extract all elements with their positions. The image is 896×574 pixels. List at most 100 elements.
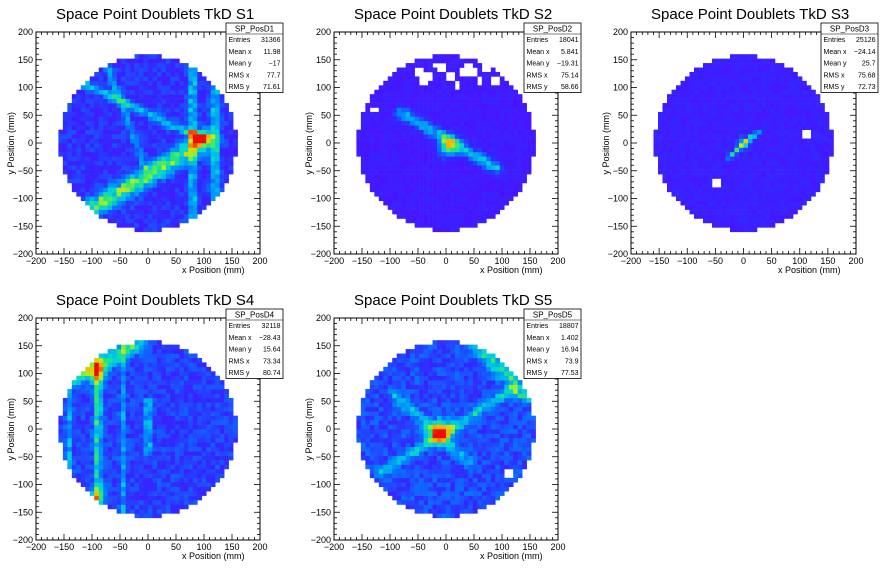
heatmap-bin xyxy=(743,129,749,135)
heatmap-bin xyxy=(94,182,100,188)
heatmap-bin xyxy=(89,429,95,434)
heatmap-bin xyxy=(130,89,135,95)
heatmap-bin xyxy=(698,209,704,215)
heatmap-bin xyxy=(130,107,135,113)
stats-row-label: Entries xyxy=(229,37,251,44)
heatmap-bin xyxy=(779,174,785,179)
x-tick-label: 200 xyxy=(848,256,863,266)
heatmap-bin xyxy=(130,125,135,130)
heatmap-bin xyxy=(224,134,229,139)
heatmap-bin xyxy=(739,67,744,73)
heatmap-bin xyxy=(504,94,510,99)
heatmap-bin xyxy=(188,71,194,77)
heatmap-bin xyxy=(392,129,398,135)
heatmap-bin xyxy=(481,125,487,130)
heatmap-bin xyxy=(468,58,474,64)
heatmap-bin xyxy=(161,486,167,492)
heatmap-bin xyxy=(653,138,659,144)
heatmap-bin xyxy=(486,116,492,122)
heatmap-bin xyxy=(730,71,735,77)
heatmap-bin xyxy=(716,222,722,228)
heatmap-bin xyxy=(730,107,735,113)
heatmap-bin xyxy=(103,209,108,215)
heatmap-bin xyxy=(472,94,478,99)
heatmap-bin xyxy=(206,143,212,148)
heatmap-bin xyxy=(383,107,389,113)
heatmap-bin xyxy=(779,218,785,224)
heatmap-bin xyxy=(85,442,91,448)
y-tick-label: 0 xyxy=(28,138,33,148)
y-tick-label: −100 xyxy=(608,194,628,204)
heatmap-bin xyxy=(784,151,789,157)
heatmap-bin xyxy=(210,191,216,197)
heatmap-bin xyxy=(689,129,695,135)
heatmap-bin xyxy=(712,196,717,202)
heatmap-bin xyxy=(143,513,149,519)
heatmap-bin xyxy=(112,411,117,416)
heatmap-bin xyxy=(161,138,167,144)
heatmap-bin xyxy=(707,116,713,122)
heatmap-bin xyxy=(130,389,135,394)
heatmap-bin xyxy=(788,111,794,117)
heatmap-bin xyxy=(183,143,189,148)
heatmap-bin xyxy=(414,205,420,210)
heatmap-bin xyxy=(499,120,505,126)
heatmap-bin xyxy=(85,107,91,113)
heatmap-bin xyxy=(499,174,505,179)
heatmap-bin xyxy=(125,174,131,179)
heatmap-bin xyxy=(71,424,77,430)
heatmap-bin xyxy=(134,455,140,461)
heatmap-bin xyxy=(725,58,731,64)
heatmap-bin xyxy=(121,187,126,193)
stats-row-label: Mean y xyxy=(824,61,847,68)
heatmap-bin xyxy=(481,80,487,86)
heatmap-bin xyxy=(671,129,677,135)
heatmap-bin xyxy=(441,54,447,59)
heatmap-bin xyxy=(725,191,731,197)
heatmap-bin xyxy=(179,191,185,197)
heatmap-bin xyxy=(201,125,207,130)
heatmap-bin xyxy=(130,200,135,206)
heatmap-bin xyxy=(107,504,113,510)
heatmap-bin xyxy=(802,138,807,144)
heatmap-bin xyxy=(432,54,438,59)
heatmap-bin xyxy=(62,406,68,412)
heatmap-bin xyxy=(437,169,442,175)
heatmap-bin xyxy=(499,111,505,117)
heatmap-bin xyxy=(80,147,86,153)
heatmap-bin xyxy=(499,85,505,91)
heatmap-bin xyxy=(410,174,415,179)
heatmap-bin xyxy=(392,138,398,144)
heatmap-bin xyxy=(459,169,465,175)
heatmap-bin xyxy=(671,111,677,117)
heatmap-bin xyxy=(703,94,708,99)
heatmap-bin xyxy=(499,196,505,202)
heatmap-bin xyxy=(513,165,518,170)
heatmap-bin xyxy=(725,107,731,113)
heatmap-bin xyxy=(779,125,785,130)
heatmap-bin xyxy=(107,111,113,117)
heatmap-bin xyxy=(396,165,402,170)
heatmap-bin xyxy=(459,187,465,193)
heatmap-bin xyxy=(779,156,785,162)
heatmap-bin xyxy=(472,222,478,228)
heatmap-bin xyxy=(743,222,749,228)
heatmap-bin xyxy=(414,94,420,99)
heatmap-bin xyxy=(130,442,135,448)
heatmap-bin xyxy=(125,222,131,228)
heatmap-bin xyxy=(459,147,465,153)
heatmap-bin xyxy=(71,415,77,421)
heatmap-bin xyxy=(779,94,785,99)
heatmap-bin xyxy=(815,116,821,122)
heatmap-bin xyxy=(730,205,735,210)
heatmap-bin xyxy=(369,143,375,148)
heatmap-bin xyxy=(125,371,131,377)
heatmap-bin xyxy=(134,116,140,122)
heatmap-bin xyxy=(139,437,144,443)
heatmap-bin xyxy=(459,120,465,126)
heatmap-bin xyxy=(811,147,816,153)
heatmap-bin xyxy=(802,89,807,95)
heatmap-bin xyxy=(161,406,167,412)
heatmap-bin xyxy=(116,143,122,148)
heatmap-bin xyxy=(148,420,153,425)
